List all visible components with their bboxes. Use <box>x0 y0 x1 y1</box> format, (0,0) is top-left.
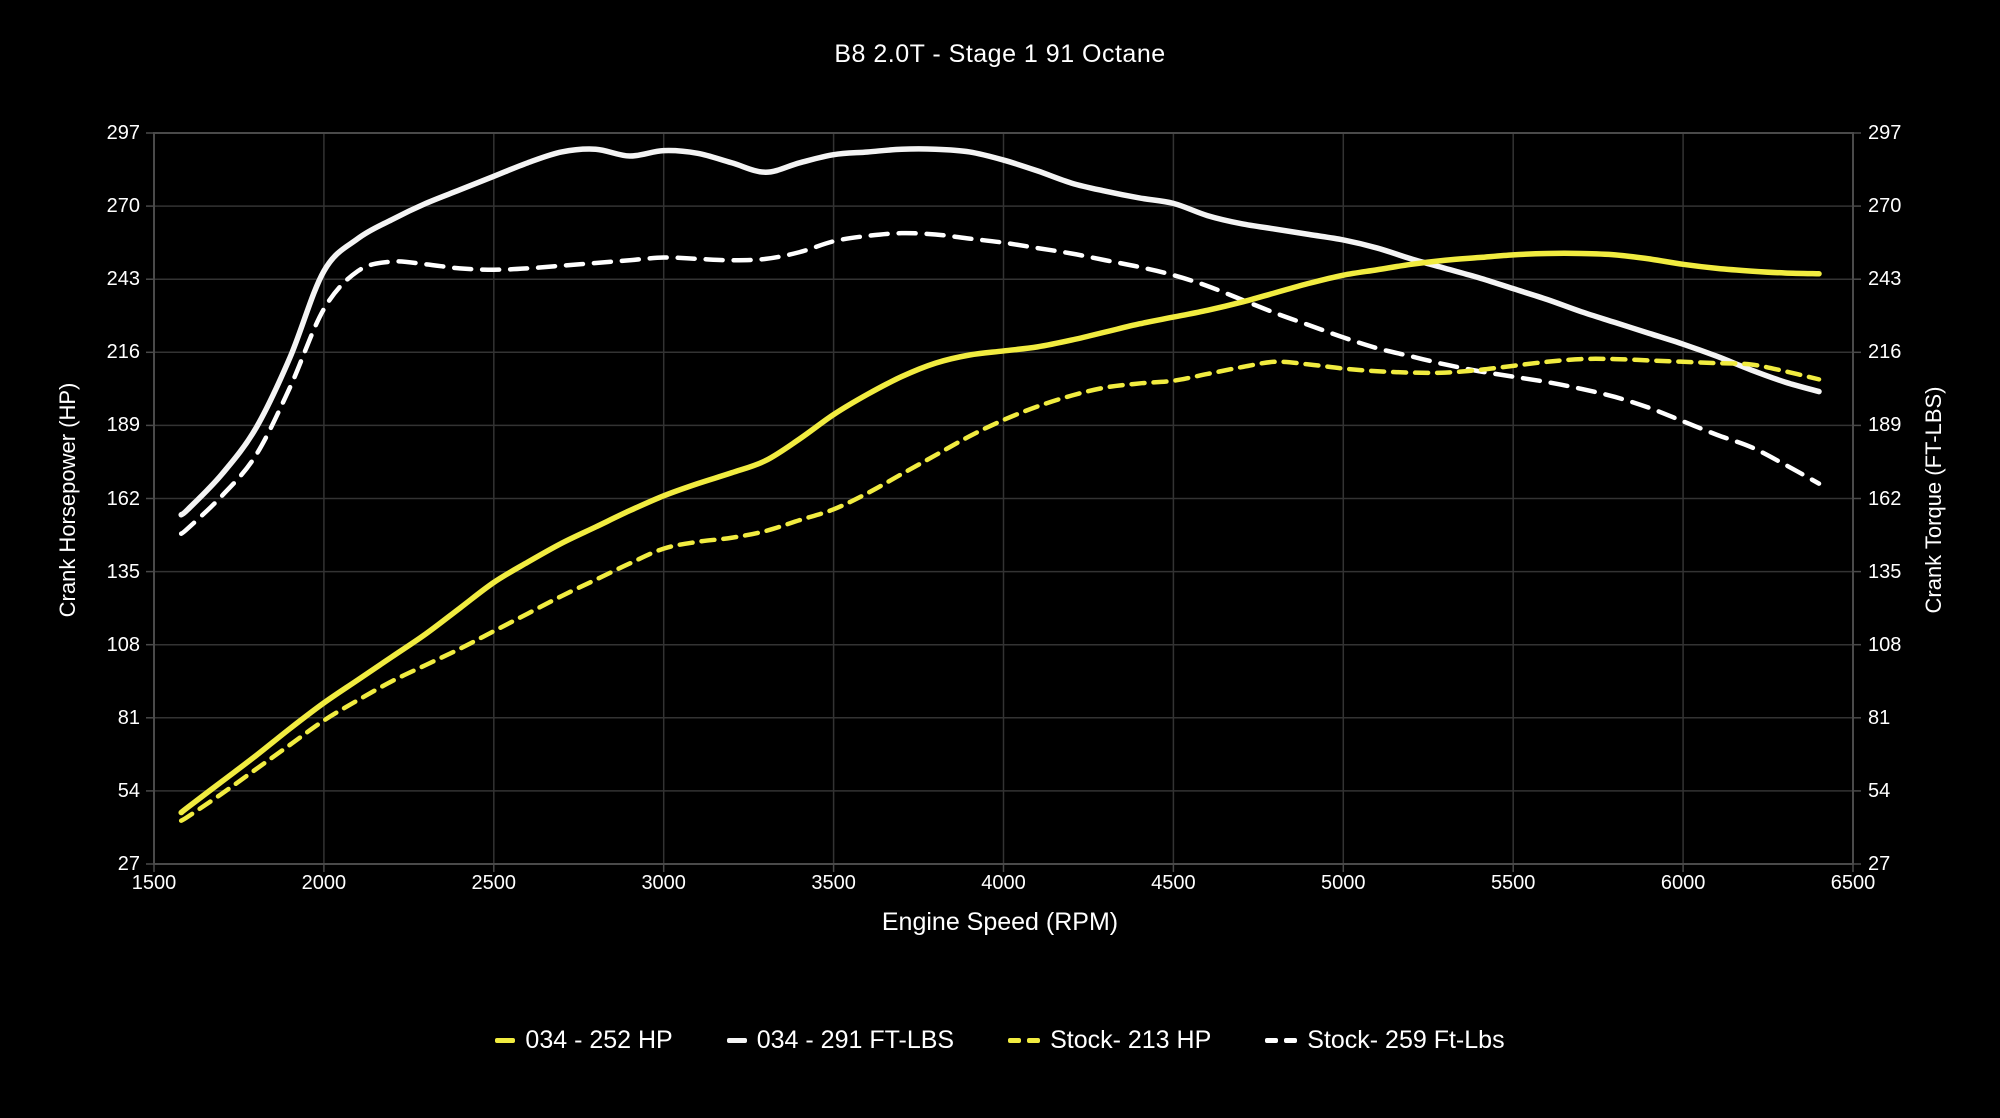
y-tick-label-right: 27 <box>1868 853 1891 875</box>
legend-item-034-291-ft-lbs: 034 - 291 FT-LBS <box>726 1026 955 1055</box>
legend-swatch-segment <box>726 1038 747 1043</box>
x-tick-label: 6500 <box>1830 872 1876 894</box>
legend-item-034-252-hp: 034 - 252 HP <box>495 1026 673 1055</box>
y-tick-label-right: 162 <box>1868 487 1902 510</box>
y-tick-label-left: 27 <box>117 853 140 875</box>
x-tick-label: 3500 <box>811 872 856 894</box>
legend-swatch-segment <box>1008 1038 1022 1043</box>
x-tick-label: 5000 <box>1321 872 1366 894</box>
y-tick-label-left: 162 <box>106 487 140 510</box>
y-tick-label-left: 108 <box>106 633 140 656</box>
y-tick-label-right: 243 <box>1868 268 1902 291</box>
legend-dashed-line-swatch <box>1008 1038 1041 1043</box>
x-tick-label: 4000 <box>981 872 1026 894</box>
x-tick-label: 6000 <box>1660 872 1706 894</box>
x-axis-title: Engine Speed (RPM) <box>881 908 1119 936</box>
legend-label: Stock- 259 Ft-Lbs <box>1307 1026 1505 1054</box>
y-tick-label-right: 81 <box>1868 706 1891 729</box>
y-tick-label-right: 108 <box>1868 633 1902 656</box>
series-line-034-291-ft-lbs <box>178 146 1822 518</box>
x-tick-label: 3000 <box>641 872 686 894</box>
legend-solid-line-swatch <box>495 1038 516 1043</box>
plot-border <box>153 132 1854 865</box>
legend-swatch-segment <box>1265 1038 1279 1043</box>
y-tick-label-right: 54 <box>1868 779 1891 802</box>
legend: 034 - 252 HP 034 - 291 FT-LBS Stock- 213 H… <box>0 1026 2000 1055</box>
x-tick-label: 4500 <box>1151 872 1196 894</box>
y-tick-label-right: 189 <box>1868 414 1902 437</box>
legend-label: Stock- 213 HP <box>1050 1026 1212 1054</box>
y-tick-label-left: 135 <box>106 560 140 583</box>
y-tick-label-right: 135 <box>1868 560 1902 583</box>
y-tick-label-right: 270 <box>1868 195 1902 218</box>
x-tick-label: 5500 <box>1490 872 1536 894</box>
y-tick-label-left: 81 <box>117 706 140 729</box>
y-tick-label-left: 270 <box>106 195 140 218</box>
y-tick-label-left: 216 <box>106 341 140 364</box>
y-tick-label-right: 297 <box>1868 122 1902 144</box>
legend-label: 034 - 252 HP <box>525 1026 673 1054</box>
legend-item-stock-259-ft-lbs: Stock- 259 Ft-Lbs <box>1265 1026 1505 1055</box>
legend-item-stock-213-hp: Stock- 213 HP <box>1008 1026 1211 1055</box>
series-line-stock-259-ft-lbs <box>178 230 1822 536</box>
y-tick-label-left: 297 <box>106 122 140 144</box>
y-tick-label-right: 216 <box>1868 341 1902 364</box>
x-tick-label: 2500 <box>471 872 517 894</box>
legend-label: 034 - 291 FT-LBS <box>756 1026 955 1054</box>
y-tick-label-left: 54 <box>117 779 140 802</box>
chart-title: B8 2.0T - Stage 1 91 Octane <box>834 40 1166 68</box>
y-tick-label-left: 243 <box>106 268 140 291</box>
y-tick-label-left: 189 <box>106 414 140 437</box>
x-tick-label: 1500 <box>131 872 177 894</box>
legend-swatch-segment <box>1284 1038 1298 1043</box>
legend-dashed-line-swatch <box>1265 1038 1298 1043</box>
legend-solid-line-swatch <box>726 1038 747 1043</box>
series-line-034-252-hp <box>178 250 1822 816</box>
series-line-stock-213-hp <box>178 356 1822 823</box>
legend-swatch-segment <box>1027 1038 1041 1043</box>
x-tick-label: 2000 <box>301 872 347 894</box>
legend-swatch-segment <box>495 1038 516 1043</box>
